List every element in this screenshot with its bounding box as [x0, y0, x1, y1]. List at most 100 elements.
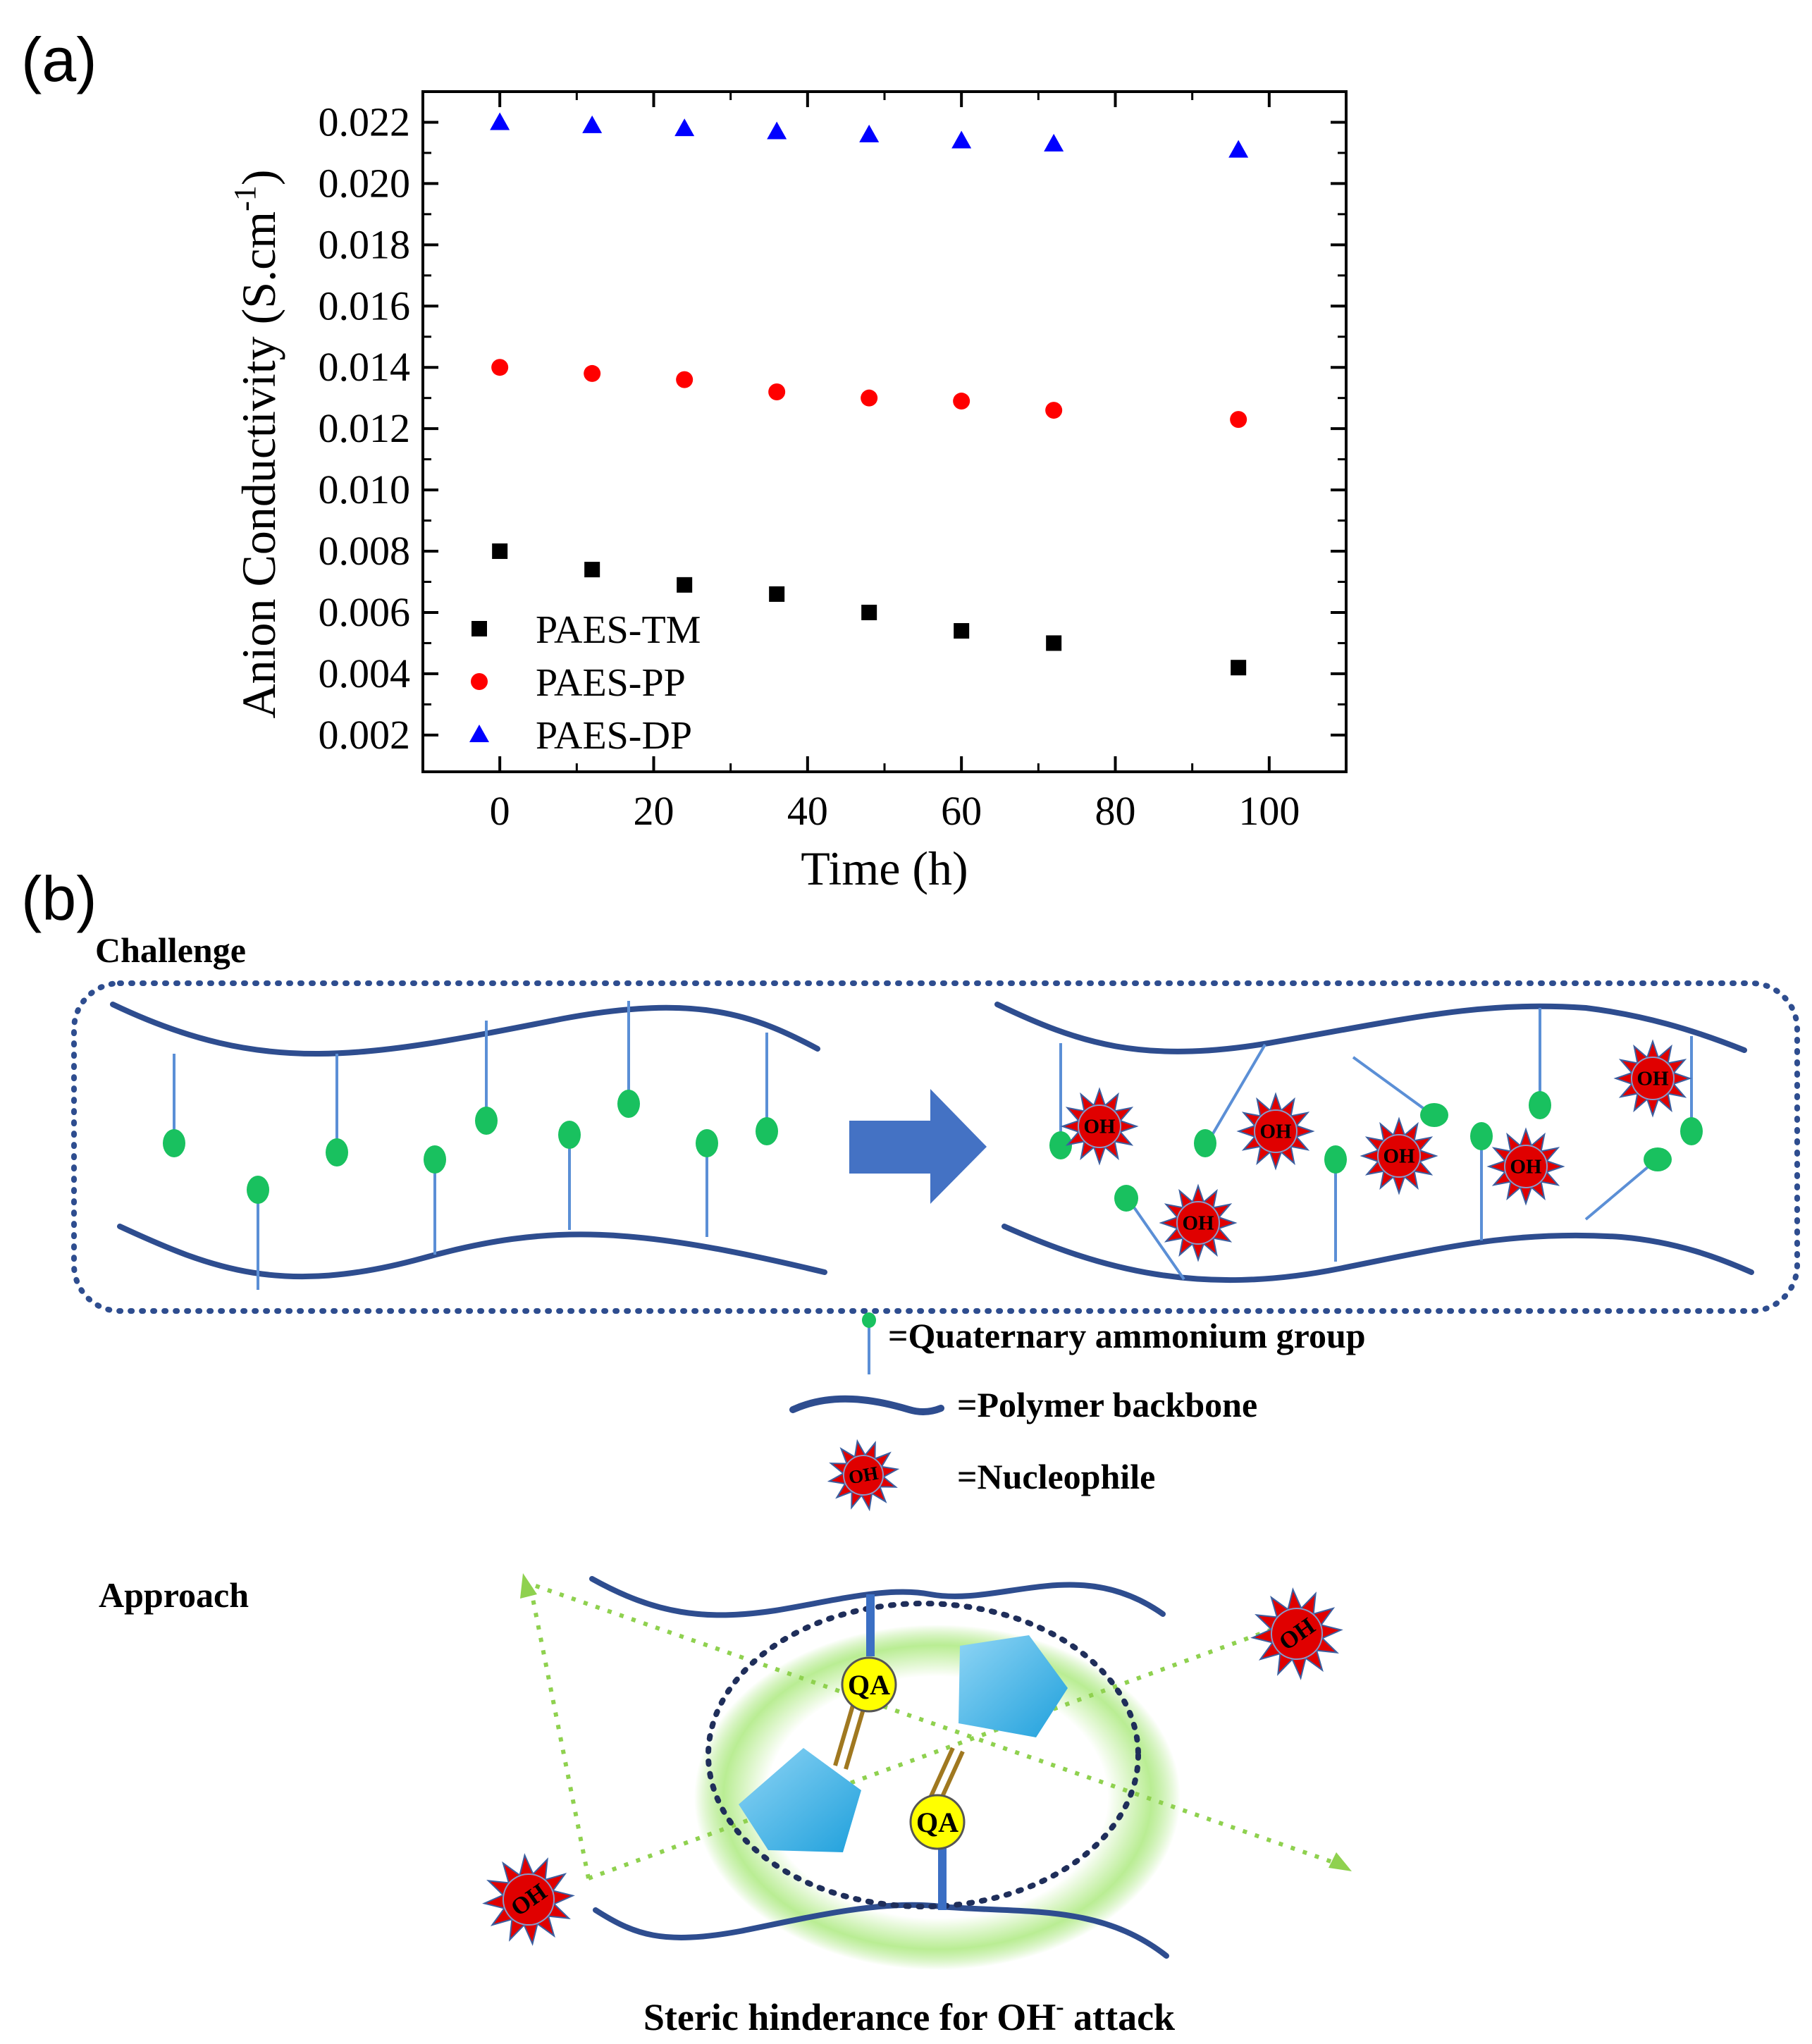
lower-backbone [117, 1224, 827, 1280]
paes-tm-point [861, 604, 877, 620]
paes-tm-point [954, 623, 970, 639]
svg-text:OH: OH [1259, 1121, 1292, 1143]
svg-text:OH: OH [1510, 1156, 1542, 1178]
y-tick-label: 0.018 [319, 221, 411, 267]
svg-text:OH: OH [1383, 1145, 1415, 1168]
nucleophile-legend-icon: OH [827, 1439, 900, 1512]
paes-tm-point [769, 586, 785, 602]
x-axis: 0 20 40 60 80 100 [421, 92, 1348, 834]
degraded-polymer: OH OH OH OH OH OH [994, 1002, 1754, 1283]
paes-pp-point [676, 371, 694, 388]
svg-text:OH: OH [1083, 1116, 1116, 1138]
approach-diagram: QA QA OH OH [482, 1573, 1352, 1970]
y-tick-label: 0.020 [319, 160, 411, 206]
conductivity-chart: 0.002 0.004 0.006 0.008 0.010 0.012 0.014 0.016… [228, 90, 1348, 895]
svg-text:OH: OH [1182, 1212, 1214, 1235]
transition-arrow [849, 1089, 987, 1204]
y-tick-label: 0.016 [319, 283, 411, 328]
qa-group-top [841, 1656, 897, 1713]
paes-dp-point [859, 124, 880, 142]
challenge-label: Challenge [95, 930, 246, 970]
svg-text:OH: OH [1637, 1068, 1669, 1090]
x-tick-label: 40 [787, 788, 828, 834]
backbone-icon [789, 1395, 944, 1416]
x-axis-label: Time (h) [801, 842, 968, 895]
legend-label: PAES-DP [536, 714, 692, 758]
nucleophile-icon: OH [827, 1439, 900, 1512]
y-tick-label: 0.006 [319, 589, 411, 635]
diagram-legend: =Quaternary ammonium group =Polymer back… [789, 1312, 1366, 1512]
steric-zone [705, 1601, 1141, 1909]
y-tick-label: 0.008 [319, 528, 411, 574]
y-tick-label: 0.010 [319, 467, 411, 512]
x-tick-label: 0 [490, 788, 510, 834]
paes-tm-point [584, 562, 600, 578]
paes-tm-legend-marker [472, 621, 487, 636]
nucleophiles: OH OH OH OH OH OH [1060, 1039, 1692, 1262]
challenge-box [71, 980, 1800, 1314]
x-tick-label: 60 [941, 788, 982, 834]
nucleophile-icon: OH [1159, 1183, 1238, 1262]
intact-polymer [110, 1001, 827, 1290]
panel-a-label: (a) [21, 25, 97, 94]
y-tick-label: 0.014 [319, 344, 411, 390]
y-axis: 0.002 0.004 0.006 0.008 0.010 0.012 0.014 0.016… [319, 99, 1346, 758]
paes-dp-point [582, 115, 603, 133]
chart-legend: PAES-TM PAES-PP PAES-DP [469, 608, 701, 758]
qa-group-bottom [909, 1794, 966, 1850]
paes-pp-point [1045, 402, 1063, 419]
approach-label: Approach [99, 1575, 249, 1615]
paes-dp-point [490, 112, 510, 130]
paes-pp-point [768, 383, 786, 400]
x-tick-label: 100 [1238, 788, 1300, 834]
y-axis-label: Anion Conductivity (S.cm-1) [228, 170, 285, 719]
paes-pp-point [953, 393, 970, 410]
y-tick-label: 0.022 [319, 99, 411, 144]
paes-tm-point [1231, 660, 1247, 676]
legend-label: PAES-PP [536, 661, 686, 705]
paes-tm-point [677, 577, 693, 593]
paes-pp-point [491, 359, 509, 376]
paes-dp-point [1228, 140, 1249, 158]
attack-arrow-down [535, 1584, 1340, 1866]
pendant-chains [173, 1001, 768, 1290]
paes-pp-point [861, 389, 878, 407]
y-tick-label: 0.012 [319, 405, 411, 451]
legend-quaternary: =Quaternary ammonium group [888, 1316, 1366, 1355]
paes-pp-point [1230, 411, 1247, 429]
y-tick-label: 0.002 [319, 712, 411, 758]
paes-pp-legend-marker [471, 673, 488, 690]
caption: Steric hinderance for OH- attack [643, 1994, 1175, 2038]
data-points [490, 112, 1249, 676]
y-tick-label: 0.004 [319, 651, 411, 696]
paes-dp-point [1044, 133, 1064, 152]
paes-dp-point [951, 130, 972, 149]
svg-text:OH: OH [847, 1463, 880, 1489]
nucleophile-icon: OH [1236, 1092, 1315, 1171]
bulky-group-left [739, 1748, 861, 1852]
nucleophile-icon: OH [1486, 1127, 1565, 1206]
quaternary-groups [163, 1090, 778, 1204]
paes-dp-point [767, 121, 787, 140]
bulky-group-right [959, 1635, 1068, 1737]
legend-backbone: =Polymer backbone [957, 1385, 1257, 1424]
legend-nucleophile: =Nucleophile [957, 1457, 1155, 1496]
upper-backbone [110, 1002, 820, 1057]
nucleophile-icon: OH [1360, 1116, 1438, 1195]
quaternary-ammonium-icon [862, 1312, 876, 1328]
legend-label: PAES-TM [536, 608, 701, 652]
nucleophile-icon: OH [1250, 1587, 1343, 1680]
paes-dp-point [674, 118, 695, 137]
paes-tm-point [492, 543, 508, 560]
nucleophile-icon: OH [482, 1853, 575, 1946]
x-tick-label: 80 [1095, 788, 1136, 834]
nucleophile-icon: OH [1613, 1039, 1692, 1118]
paes-dp-legend-marker [469, 725, 489, 742]
qa-label-top: QA [848, 1669, 890, 1701]
paes-pp-point [584, 364, 601, 382]
nucleophile-icon: OH [1060, 1087, 1139, 1166]
x-tick-label: 20 [634, 788, 674, 834]
attack-arrow-up [587, 1626, 1277, 1880]
panel-b-label: (b) [21, 863, 97, 933]
